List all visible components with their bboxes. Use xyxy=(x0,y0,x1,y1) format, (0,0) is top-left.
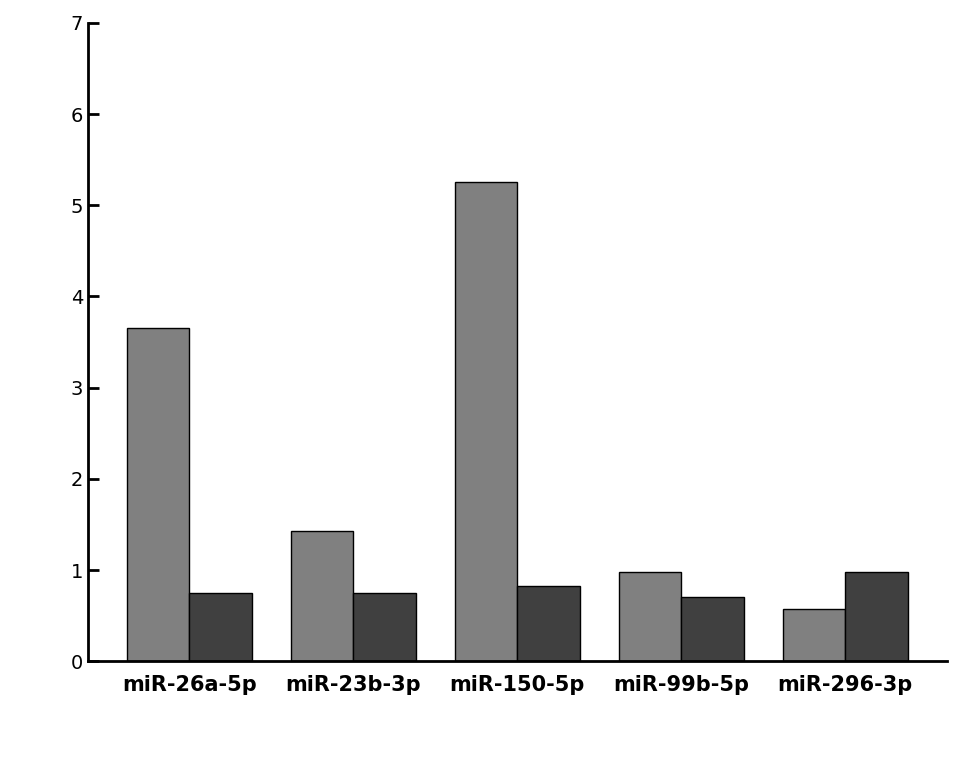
Bar xyxy=(681,597,744,661)
Bar xyxy=(127,328,189,661)
Bar xyxy=(845,572,908,661)
Bar xyxy=(353,593,416,661)
Bar xyxy=(619,572,681,661)
Bar xyxy=(455,182,517,661)
Bar xyxy=(517,587,580,661)
Bar xyxy=(291,530,353,661)
Bar xyxy=(189,593,252,661)
Bar xyxy=(783,610,845,661)
